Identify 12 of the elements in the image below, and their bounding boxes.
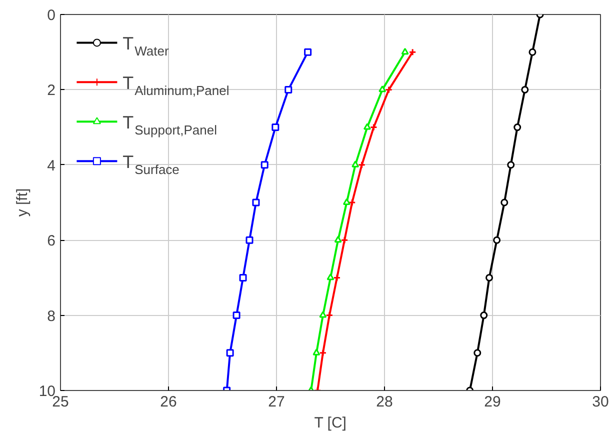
y-tick-label: 6 xyxy=(47,232,56,250)
x-tick-label: 27 xyxy=(268,394,285,410)
y-tick-label: 0 xyxy=(47,7,56,24)
x-tick-label: 26 xyxy=(160,394,177,410)
y-tick-label: 2 xyxy=(47,82,56,100)
x-axis-title: T [C] xyxy=(314,414,346,432)
y-axis-title: y [ft] xyxy=(14,188,31,217)
x-tick-label: 30 xyxy=(592,394,609,410)
x-tick-label: 29 xyxy=(484,394,501,410)
y-tick-label: 8 xyxy=(47,308,56,325)
y-tick-label: 4 xyxy=(47,157,56,174)
x-tick-label: 28 xyxy=(376,394,393,410)
